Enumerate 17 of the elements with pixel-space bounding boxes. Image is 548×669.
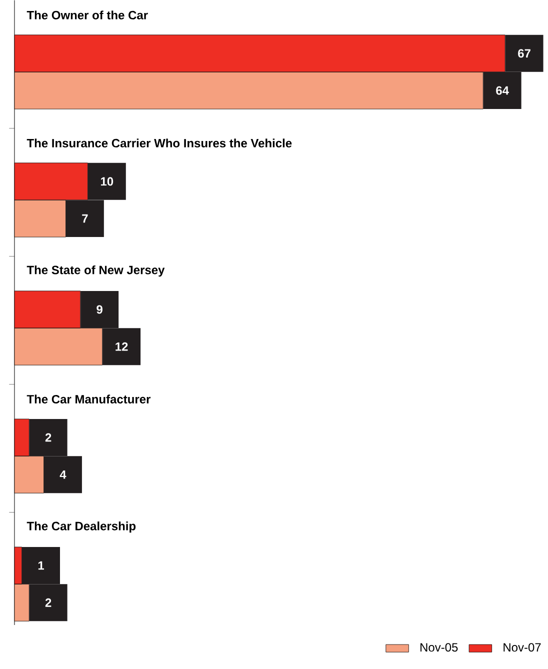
y-tick-label: The Car Manufacturer <box>26 394 150 404</box>
data-label: 1 <box>38 561 44 570</box>
data-label: 12 <box>116 342 128 351</box>
y-tick-label: The Insurance Carrier Who Insures the Vehicle <box>26 138 292 148</box>
data-label: 7 <box>82 214 88 223</box>
data-label: 64 <box>496 86 509 95</box>
y-tick-label: The Owner of the Car <box>26 10 148 20</box>
legend-label: Nov-05 <box>420 643 458 652</box>
y-tick-label: The Car Dealership <box>26 521 136 533</box>
data-label: 10 <box>100 177 113 186</box>
data-label: 2 <box>45 433 52 442</box>
data-label: 2 <box>45 598 52 607</box>
legend-label: Nov-07 <box>504 643 541 652</box>
y-tick-label: The State of New Jersey <box>26 265 165 277</box>
data-label: 67 <box>518 49 530 58</box>
data-label: 4 <box>60 470 66 479</box>
data-label: 9 <box>96 305 102 314</box>
